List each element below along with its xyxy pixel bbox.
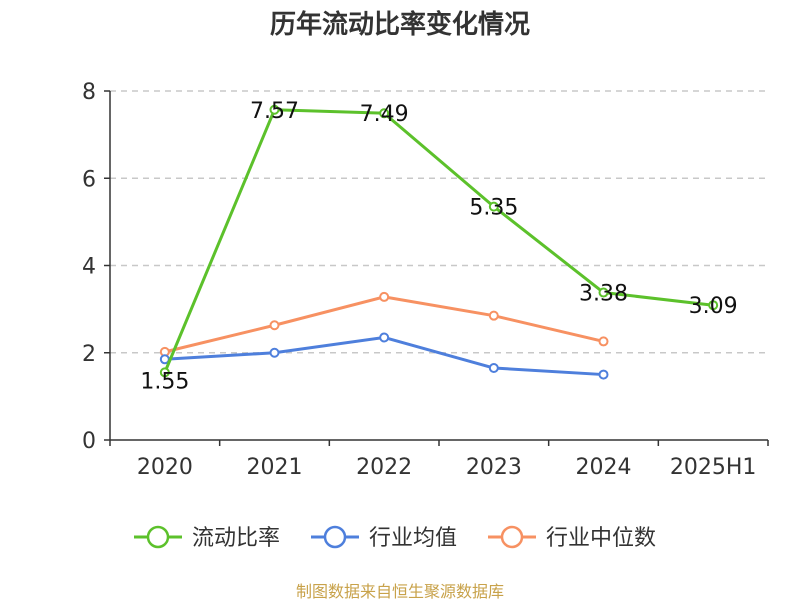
series-line-0 (163, 108, 714, 373)
y-tick-label: 0 (82, 429, 96, 454)
x-tick-label: 2023 (466, 455, 522, 480)
data-labels: 1.55 7.57 7.49 5.35 3.38 3.09 (140, 99, 737, 395)
data-point (598, 287, 609, 298)
legend-item: 流动比率 (134, 525, 280, 551)
axes: 0 2 4 6 8 2020 2021 2022 2023 2024 2025H1 (82, 80, 769, 480)
data-label: 7.49 (360, 102, 409, 127)
x-tick-label: 2022 (356, 455, 412, 480)
y-tick-label: 2 (82, 342, 96, 367)
data-point (488, 201, 499, 212)
legend: 流动比率 行业均值 行业中位数 (134, 525, 656, 551)
legend-swatch-marker (323, 525, 347, 549)
y-tick-label: 8 (82, 80, 96, 105)
grid-lines (110, 90, 768, 354)
y-tick-label: 4 (82, 255, 96, 280)
x-tick-label: 2020 (137, 455, 193, 480)
data-point (379, 291, 390, 302)
legend-label: 流动比率 (192, 526, 280, 551)
x-tick-label: 2021 (247, 455, 303, 480)
series-line-1 (164, 335, 604, 377)
data-point (598, 336, 609, 347)
data-point (159, 367, 170, 378)
x-tick-label: 2024 (576, 455, 632, 480)
data-point (379, 108, 390, 119)
source-note: 制图数据来自恒生聚源数据库 (296, 582, 504, 600)
data-point (379, 332, 390, 343)
data-label: 1.55 (140, 369, 189, 394)
legend-item: 行业均值 (311, 525, 457, 551)
data-label: 3.38 (579, 282, 628, 307)
legend-swatch-marker (146, 525, 170, 549)
legend-label: 行业中位数 (546, 526, 656, 551)
series-layer (159, 104, 719, 380)
data-point (269, 320, 280, 331)
legend-item: 行业中位数 (488, 525, 656, 551)
data-label: 3.09 (689, 294, 738, 319)
chart-title: 历年流动比率变化情况 (270, 9, 530, 40)
series-line-2 (164, 295, 604, 354)
data-point (269, 104, 280, 115)
legend-label: 行业均值 (369, 526, 457, 551)
legend-swatch-marker (500, 525, 524, 549)
data-point (708, 300, 719, 311)
data-label: 7.57 (250, 99, 299, 124)
data-label: 5.35 (469, 196, 518, 221)
data-point (269, 347, 280, 358)
data-point (488, 310, 499, 321)
data-point (488, 363, 499, 374)
y-tick-label: 6 (82, 167, 96, 192)
data-point (598, 369, 609, 380)
x-tick-label: 2025H1 (670, 455, 757, 480)
